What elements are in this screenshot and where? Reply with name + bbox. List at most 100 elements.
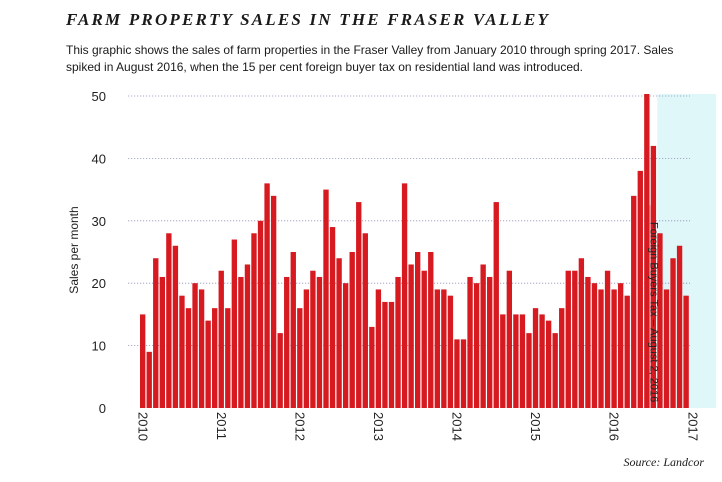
x-tick-label: 2014 bbox=[450, 412, 465, 441]
source-credit: Source: Landcor bbox=[623, 455, 704, 469]
bar bbox=[185, 308, 192, 408]
bar bbox=[604, 270, 611, 408]
bar bbox=[500, 314, 506, 408]
bar bbox=[205, 320, 211, 408]
bar bbox=[441, 289, 447, 408]
bar bbox=[545, 320, 552, 408]
bar bbox=[238, 276, 244, 408]
bar bbox=[172, 245, 179, 408]
bar bbox=[257, 220, 264, 408]
bar bbox=[657, 233, 663, 408]
bar bbox=[395, 276, 401, 408]
bar bbox=[329, 227, 336, 408]
bar bbox=[637, 170, 643, 408]
bar bbox=[336, 258, 342, 408]
bar bbox=[598, 289, 604, 408]
bars bbox=[140, 94, 689, 409]
bar bbox=[650, 145, 657, 409]
bar bbox=[480, 264, 486, 408]
bar bbox=[526, 333, 532, 408]
bar bbox=[264, 183, 270, 408]
chart-title: FARM PROPERTY SALES IN THE FRASER VALLEY bbox=[66, 10, 551, 29]
y-tick-label: 40 bbox=[92, 151, 106, 166]
bar bbox=[323, 189, 329, 408]
y-tick-label: 50 bbox=[92, 89, 106, 104]
x-tick-label: 2013 bbox=[371, 412, 386, 441]
bar bbox=[421, 270, 427, 408]
x-tick-label: 2010 bbox=[135, 412, 150, 441]
x-tick-label: 2012 bbox=[292, 412, 307, 441]
bar bbox=[617, 283, 624, 408]
bar bbox=[153, 258, 159, 408]
bar bbox=[212, 308, 218, 408]
bar bbox=[539, 314, 545, 408]
bar bbox=[565, 270, 571, 408]
bar bbox=[408, 264, 414, 408]
x-tick-label: 2011 bbox=[214, 412, 229, 440]
bar bbox=[552, 333, 558, 408]
bar bbox=[428, 252, 434, 408]
y-tick-label: 10 bbox=[92, 339, 106, 354]
bar bbox=[513, 314, 519, 408]
tax-highlight-band bbox=[645, 205, 656, 408]
bar bbox=[532, 308, 539, 408]
bar bbox=[467, 276, 473, 408]
bar bbox=[356, 202, 362, 408]
bar bbox=[454, 339, 460, 408]
bar bbox=[487, 276, 493, 408]
bar bbox=[198, 289, 205, 408]
bar bbox=[316, 276, 323, 408]
y-tick-label: 30 bbox=[92, 214, 106, 229]
bar bbox=[192, 283, 198, 408]
bar bbox=[277, 333, 283, 408]
bar bbox=[676, 245, 683, 408]
bar bbox=[382, 301, 388, 408]
bar bbox=[663, 289, 670, 408]
bar bbox=[624, 295, 630, 408]
bar bbox=[166, 233, 172, 408]
x-tick-label: 2017 bbox=[685, 412, 700, 441]
bar bbox=[369, 326, 375, 408]
tax-annotation: Foreign Buyers Tax – August 2, 2016 bbox=[647, 222, 659, 402]
bar bbox=[290, 252, 296, 408]
bar bbox=[388, 301, 395, 408]
bar bbox=[585, 276, 591, 408]
bar bbox=[519, 314, 526, 408]
bar bbox=[506, 270, 513, 408]
bar bbox=[434, 289, 440, 408]
x-tick-label: 2015 bbox=[528, 412, 543, 441]
bar bbox=[631, 195, 637, 408]
bar bbox=[297, 308, 303, 408]
bar bbox=[447, 295, 454, 408]
bar bbox=[375, 289, 382, 408]
bar bbox=[231, 239, 238, 408]
bar bbox=[611, 289, 617, 408]
bar bbox=[140, 314, 146, 408]
bar bbox=[218, 270, 224, 408]
bar bbox=[303, 289, 310, 408]
chart-subtitle: This graphic shows the sales of farm pro… bbox=[66, 43, 674, 74]
bar bbox=[159, 276, 165, 408]
bar bbox=[284, 276, 290, 408]
x-tick-label: 2016 bbox=[607, 412, 622, 441]
bar bbox=[578, 258, 585, 408]
bar bbox=[244, 264, 251, 408]
bar bbox=[415, 252, 421, 408]
bar bbox=[225, 308, 231, 408]
y-tick-label: 0 bbox=[99, 401, 106, 416]
y-tick-label: 20 bbox=[92, 276, 106, 291]
bar bbox=[683, 295, 689, 408]
bar bbox=[270, 195, 277, 408]
bar bbox=[572, 270, 578, 408]
bar bbox=[493, 202, 499, 408]
bar bbox=[644, 94, 650, 408]
bar bbox=[251, 233, 257, 408]
y-axis-ticks: 0 10 20 30 40 50 bbox=[92, 89, 106, 416]
bar bbox=[473, 283, 480, 408]
bar bbox=[310, 270, 316, 408]
bar bbox=[349, 252, 355, 408]
bar bbox=[559, 308, 565, 408]
bar bbox=[362, 233, 368, 408]
bar bbox=[146, 351, 152, 408]
